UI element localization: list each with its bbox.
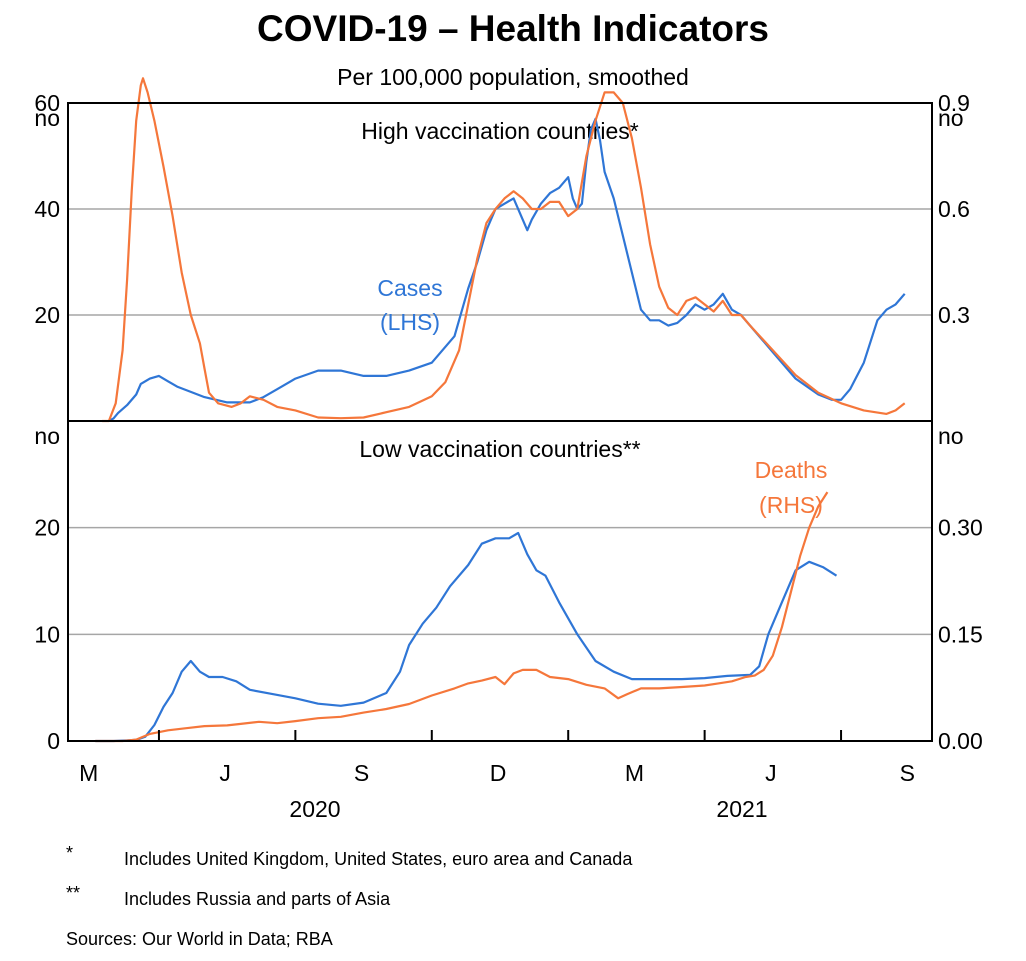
lhs-tick-label: 20 (34, 302, 60, 328)
rhs-tick-label: 0.9 (938, 90, 970, 116)
lhs-unit-label: no (34, 105, 60, 131)
x-month-label: D (490, 760, 507, 786)
rhs-unit-label: no (938, 423, 964, 449)
footnote-mark: * (66, 843, 74, 863)
rhs-tick-label: 0.00 (938, 728, 983, 754)
sources-text: Sources: Our World in Data; RBA (66, 929, 333, 949)
cases-line-panel-1 (108, 117, 906, 422)
chart-subtitle: Per 100,000 population, smoothed (337, 64, 689, 90)
cases-lhs-label: (LHS) (380, 309, 440, 335)
footnote-text: Includes United Kingdom, United States, … (124, 849, 633, 869)
deaths-line-panel-2 (95, 491, 829, 743)
deaths-line-panel-1 (102, 77, 906, 423)
chart-title: COVID-19 – Health Indicators (257, 8, 769, 49)
lhs-tick-label: 0 (47, 728, 60, 754)
panel-title: Low vaccination countries** (359, 436, 640, 462)
rhs-tick-label: 0.3 (938, 302, 970, 328)
x-month-label: M (625, 760, 644, 786)
sources-note: Sources: Our World in Data; RBA (66, 929, 333, 950)
rhs-tick-label: 0.6 (938, 196, 970, 222)
cases-lhs-label: Cases (377, 275, 442, 301)
rhs-unit-label: no (938, 105, 964, 131)
cases-line-panel-2 (95, 531, 838, 743)
footnote-text: Includes Russia and parts of Asia (124, 889, 391, 909)
x-year-label: 2021 (716, 796, 767, 822)
x-month-label: M (79, 760, 98, 786)
deaths-rhs-label: Deaths (755, 457, 828, 483)
lhs-tick-label: 60 (34, 90, 60, 116)
rhs-tick-label: 0.15 (938, 621, 983, 647)
deaths-rhs-label: (RHS) (759, 492, 823, 518)
x-month-label: S (354, 760, 369, 786)
x-month-label: J (765, 760, 777, 786)
lhs-tick-label: 40 (34, 196, 60, 222)
rhs-tick-label: 0.30 (938, 515, 983, 541)
x-year-label: 2020 (289, 796, 340, 822)
x-month-label: J (219, 760, 231, 786)
footnote-mark: ** (66, 883, 81, 903)
lhs-tick-label: 20 (34, 515, 60, 541)
lhs-tick-label: 10 (34, 621, 60, 647)
x-month-label: S (900, 760, 915, 786)
lhs-unit-label: no (34, 423, 60, 449)
